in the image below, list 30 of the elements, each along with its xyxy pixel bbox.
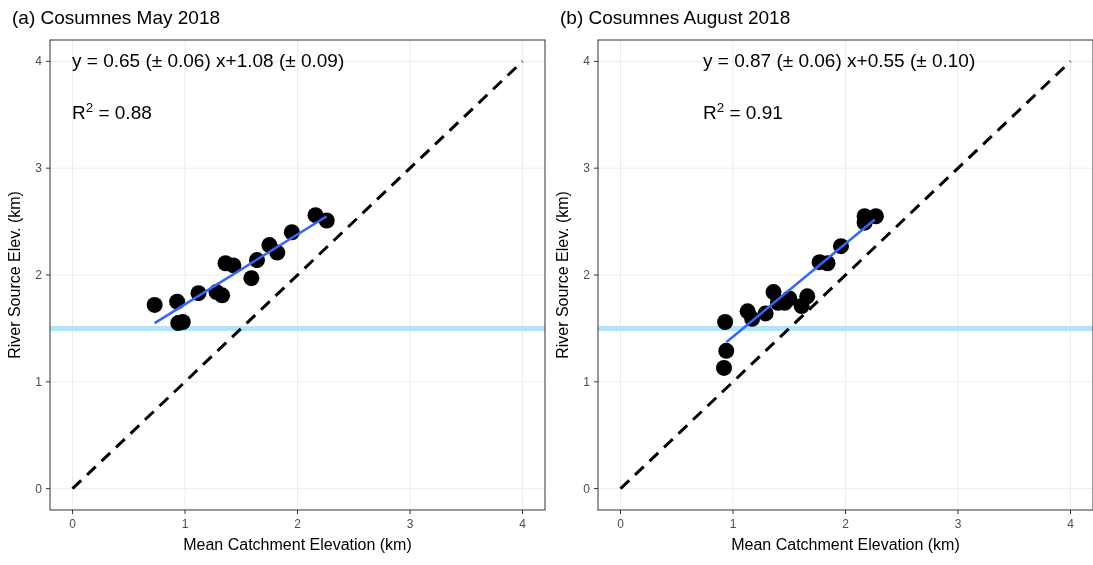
annotation: R$^{2}$ = 0.88 [72, 99, 152, 123]
x-tick-label: 0 [617, 517, 625, 531]
chart-title: (a) Cosumnes May 2018 [12, 7, 221, 28]
y-tick-label: 4 [583, 54, 591, 69]
x-tick-label: 3 [406, 517, 414, 531]
x-tick-label: 2 [294, 517, 302, 531]
y-tick-label: 3 [583, 161, 591, 176]
y-tick-label: 1 [35, 374, 43, 389]
x-tick-label: 4 [519, 517, 527, 531]
annotation: y = 0.65 (± 0.06) x+1.08 (± 0.09) [72, 50, 345, 71]
y-tick-label: 4 [35, 54, 43, 69]
annotation: R$^{2}$ = 0.91 [703, 99, 783, 123]
y-tick-label: 3 [35, 161, 43, 176]
y-axis-title: River Source Elev. (km) [6, 191, 23, 359]
y-tick-label: 2 [583, 268, 591, 282]
y-tick-label: 0 [35, 481, 43, 496]
annotation: y = 0.87 (± 0.06) x+0.55 (± 0.10) [703, 50, 976, 71]
y-axis-title: River Source Elev. (km) [554, 191, 571, 359]
y-tick-label: 2 [35, 268, 43, 282]
x-tick-label: 4 [1067, 517, 1075, 531]
chart-title: (b) Cosumnes August 2018 [560, 7, 791, 28]
x-axis-title: Mean Catchment Elevation (km) [183, 536, 412, 553]
x-tick-label: 2 [842, 517, 850, 531]
x-axis-title: Mean Catchment Elevation (km) [731, 536, 960, 553]
x-tick-label: 0 [69, 517, 77, 531]
y-tick-label: 0 [583, 481, 591, 496]
x-tick-label: 3 [954, 517, 962, 531]
x-tick-label: 1 [729, 517, 737, 531]
x-tick-label: 1 [181, 517, 189, 531]
y-tick-label: 1 [583, 374, 591, 389]
